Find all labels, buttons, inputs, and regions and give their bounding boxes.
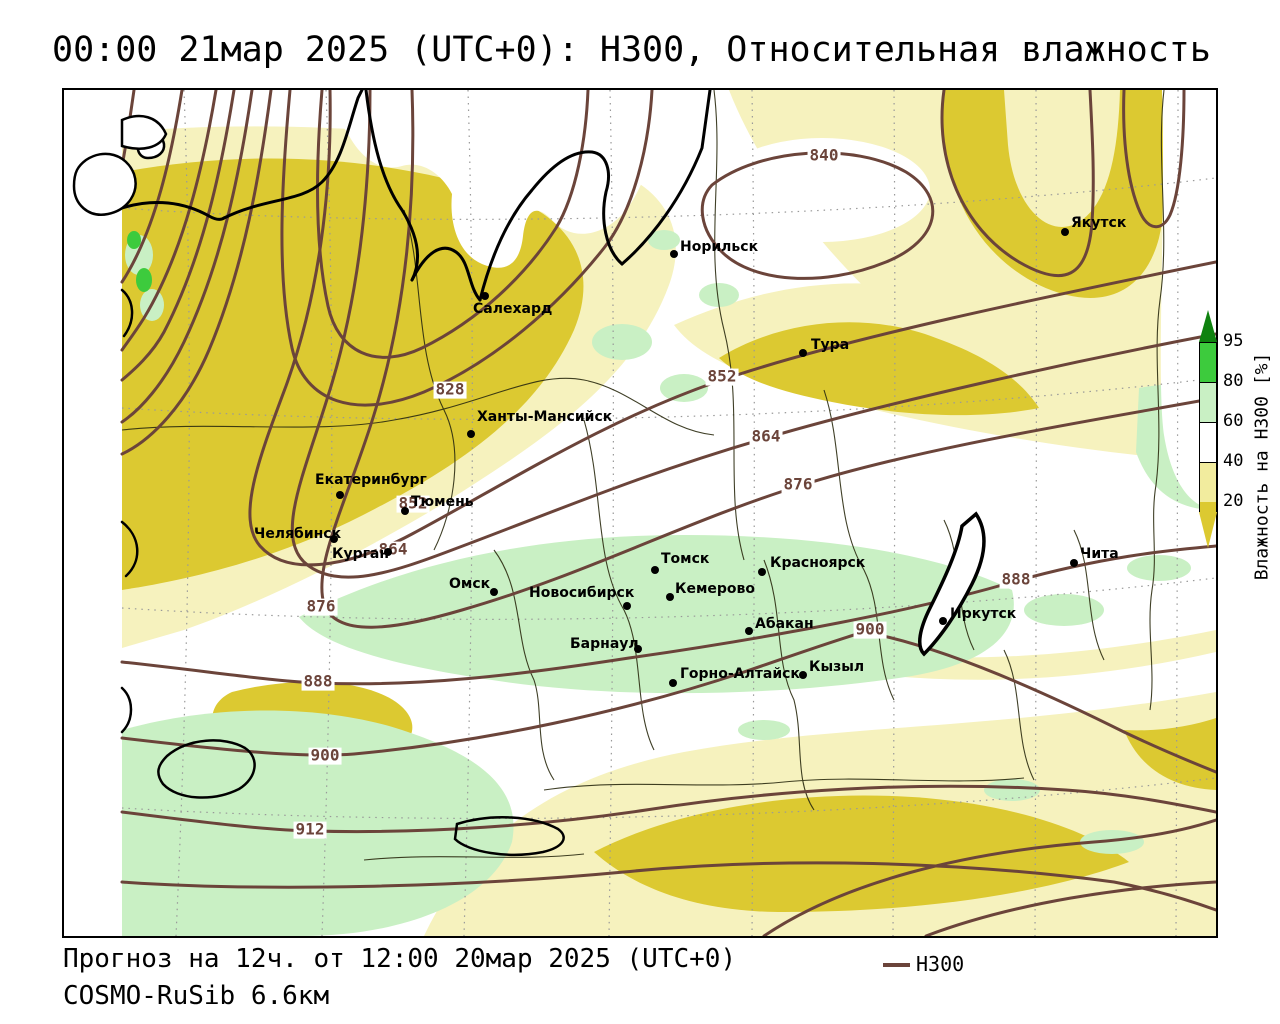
colorbar-tick-40: 40 — [1223, 451, 1244, 471]
city-label: Томск — [661, 551, 710, 567]
coastlines — [72, 90, 986, 856]
isoline-value-label: 840 — [807, 145, 841, 165]
city-dot — [384, 548, 392, 556]
colorbar-below-stub — [1199, 502, 1217, 512]
city-label: Абакан — [755, 616, 814, 632]
forecast-caption: Прогноз на 12ч. от 12:00 20мар 2025 (UTC… — [63, 944, 737, 974]
colorbar-axis-label: Влажность на H300 [%] — [1251, 352, 1273, 581]
city-dot — [490, 588, 498, 596]
isoline-value-label: 876 — [304, 596, 338, 616]
city-dot — [651, 566, 659, 574]
isoline-value-label: 912 — [293, 819, 327, 839]
city-label: Новосибирск — [529, 585, 635, 601]
lake-balkhash — [157, 739, 256, 799]
city-dot — [666, 593, 674, 601]
isoline-value-label: 888 — [301, 671, 335, 691]
city-dot — [939, 617, 947, 625]
city-label: Якутск — [1071, 215, 1127, 231]
city-label: Красноярск — [770, 555, 866, 571]
isoline-value-label: 900 — [853, 619, 887, 639]
colorbar-cell-40-60 — [1200, 423, 1216, 463]
city-label: Тюмень — [411, 494, 474, 510]
colorbar-cell-80-95 — [1200, 343, 1216, 383]
city-dot — [481, 292, 489, 300]
city-dot — [669, 679, 677, 687]
lake-baikal — [918, 511, 986, 657]
colorbar-tick-60: 60 — [1223, 411, 1244, 431]
isoline-contours — [120, 90, 1216, 936]
colorbar-tick-20: 20 — [1223, 491, 1244, 511]
city-label: Барнаул — [570, 636, 639, 652]
map-canvas — [72, 90, 1216, 936]
city-label: Курган — [332, 546, 390, 562]
isoline-value-label: 876 — [781, 474, 815, 494]
city-label: Иркутск — [950, 606, 1017, 622]
city-label: Кызыл — [809, 659, 865, 675]
city-label: Челябинск — [254, 526, 342, 542]
isoline-value-label: 828 — [433, 379, 467, 399]
isoline-value-label: 864 — [749, 426, 783, 446]
city-dot — [1061, 228, 1069, 236]
city-dot — [799, 671, 807, 679]
colorbar-tick-80: 80 — [1223, 371, 1244, 391]
region-borders — [121, 90, 1165, 861]
legend-line-sample — [883, 963, 910, 967]
city-label: Тура — [811, 337, 850, 353]
humidity-fill-layer — [122, 90, 1216, 936]
colorbar-below-arrow — [1199, 512, 1217, 548]
graticule — [121, 90, 1216, 936]
isoline-value-label: 852 — [705, 366, 739, 386]
city-label: Горно-Алтайск — [680, 666, 800, 682]
isoline-value-label: 888 — [999, 569, 1033, 589]
city-label: Кемерово — [675, 581, 755, 597]
city-label: Екатеринбург — [315, 472, 427, 488]
city-label: Норильск — [680, 239, 759, 255]
city-label: Ханты-Мансийск — [477, 409, 613, 425]
city-layer: Якутск Норильск Салехард Тура Ханты-Мансийск… — [64, 90, 1216, 936]
model-caption: COSMO-RuSib 6.6км — [63, 981, 330, 1011]
forecast-map: 828 840 852 852 864 864 876 876 888 888 900 900 912 … — [62, 88, 1218, 938]
city-dot — [745, 627, 753, 635]
city-dot — [623, 602, 631, 610]
city-dot — [634, 645, 642, 653]
city-dot — [401, 507, 409, 515]
city-label: Омск — [449, 576, 491, 592]
city-label: Чита — [1080, 546, 1119, 562]
city-label: Салехард — [473, 301, 553, 317]
city-dot — [467, 430, 475, 438]
colorbar-cells — [1199, 342, 1217, 504]
city-dot — [799, 349, 807, 357]
colorbar-cell-20-40 — [1200, 463, 1216, 503]
isoline-value-label: 900 — [308, 745, 342, 765]
map-title: 00:00 21мар 2025 (UTC+0): H300, Относите… — [52, 30, 1211, 70]
colorbar-cell-60-80 — [1200, 383, 1216, 423]
isoline-label-layer: 828 840 852 852 864 864 876 876 888 888 900 900 912 — [64, 90, 1216, 936]
city-dot — [670, 250, 678, 258]
city-dot — [758, 568, 766, 576]
colorbar-above-arrow — [1199, 310, 1217, 342]
colorbar-tick-95: 95 — [1223, 331, 1244, 351]
city-dot — [1070, 559, 1078, 567]
city-dot — [336, 491, 344, 499]
legend-label: H300 — [916, 952, 965, 976]
city-dot — [330, 535, 338, 543]
